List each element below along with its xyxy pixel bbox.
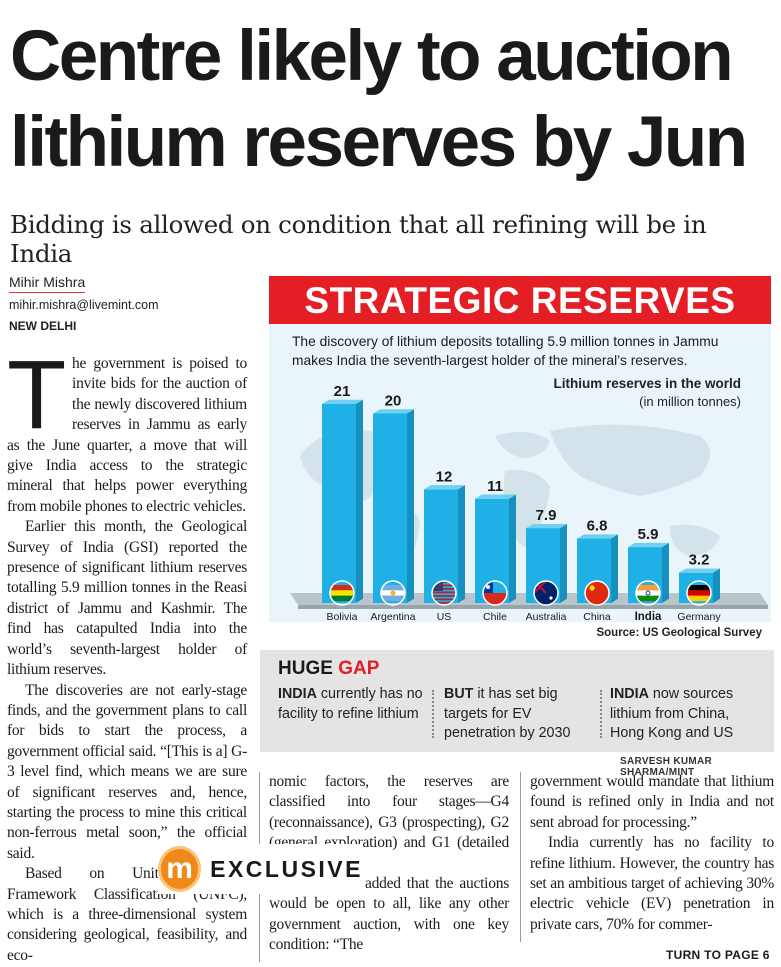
australia-flag-icon	[533, 580, 559, 606]
value-label-india: 5.9	[638, 526, 659, 543]
chile-flag-icon	[482, 580, 508, 606]
category-label-india: India	[635, 611, 662, 623]
value-label-germany: 3.2	[689, 552, 710, 569]
us-flag-icon	[431, 580, 457, 606]
gap-point-1: INDIA currently has no facility to refin…	[278, 686, 423, 722]
value-label-australia: 7.9	[536, 507, 557, 524]
bar-china-side	[611, 534, 618, 603]
huge-gap-title: HUGE GAP	[278, 658, 380, 679]
infographic-banner: STRATEGIC RESERVES	[269, 276, 771, 324]
infographic: STRATEGIC RESERVES The discovery of lith…	[260, 276, 774, 778]
headline: Centre likely to auction lithium reserve…	[10, 14, 775, 186]
article-paragraph: India currently has no facility to refin…	[530, 834, 774, 933]
india-flag-icon	[635, 580, 661, 606]
exclusive-badge: m EXCLUSIVE	[158, 844, 363, 894]
category-label-bolivia: Bolivia	[327, 611, 358, 623]
bar-bolivia	[322, 399, 363, 603]
bar-chile	[475, 494, 516, 603]
bar-argentina-top	[373, 409, 414, 414]
category-label-australia: Australia	[526, 611, 567, 623]
bar-china-top	[577, 534, 618, 539]
bar-india-top	[628, 542, 669, 548]
germany-flag-icon	[686, 580, 712, 606]
bar-us-side	[458, 485, 465, 603]
article-paragraph: The official added that the auctions wou…	[269, 875, 509, 954]
gap-divider	[432, 690, 434, 738]
infographic-intro: The discovery of lithium deposits totall…	[292, 334, 719, 368]
article-paragraph: The discoveries are not early-stage find…	[7, 681, 247, 862]
bar-argentina	[373, 409, 414, 603]
value-label-china: 6.8	[587, 518, 608, 535]
author-name: Mihir Mishra	[9, 274, 86, 293]
graphic-credit: SARVESH KUMAR SHARMA/MINT	[620, 756, 713, 778]
bar-bolivia-side	[356, 399, 363, 603]
bar-argentina-front	[373, 413, 407, 603]
chart-base-edge	[298, 605, 768, 609]
argentina-flag-icon	[380, 580, 406, 606]
article-paragraph: Based on United Nations Framework Classi…	[7, 865, 247, 964]
article-column-3: government would mandate that lithium fo…	[530, 772, 774, 935]
bar-bolivia-top	[322, 399, 363, 404]
chart-source: Source: US Geological Survey	[596, 627, 762, 639]
bar-india-side	[662, 542, 669, 603]
bar-bolivia-front	[322, 404, 356, 603]
category-label-argentina: Argentina	[371, 611, 416, 623]
bar-chile-top	[475, 494, 516, 499]
gap-divider	[600, 690, 602, 738]
subheadline: Bidding is allowed on condition that all…	[10, 210, 707, 268]
column-divider	[520, 772, 521, 942]
headline-line-2: lithium reserves by Jun	[10, 103, 748, 182]
bar-us-top	[424, 485, 465, 490]
bar-australia-top	[526, 523, 567, 529]
china-flag-icon	[584, 580, 610, 606]
lithium-bar-chart: 21 Bolivia 20 Argentina 12 US 11 Chile 7.9 Austra…	[290, 383, 768, 623]
mint-logo-icon: m	[158, 846, 202, 892]
value-label-us: 12	[436, 468, 453, 485]
category-label-china: China	[583, 611, 611, 623]
bar-australia-side	[560, 523, 567, 603]
value-label-argentina: 20	[385, 392, 402, 409]
chart-unit: (in million tonnes)	[639, 394, 741, 409]
dateline: NEW DELHI	[9, 319, 77, 333]
exclusive-label: EXCLUSIVE	[210, 855, 363, 882]
category-label-chile: Chile	[483, 611, 507, 623]
article-paragraph: government would mandate that lithium fo…	[530, 773, 774, 831]
category-label-germany: Germany	[677, 611, 721, 623]
chart-title: Lithium reserves in the world	[553, 376, 741, 391]
byline: Mihir Mishra mihir.mishra@livemint.com N…	[9, 274, 159, 333]
value-label-bolivia: 21	[334, 383, 351, 400]
gap-point-3: INDIA now sources lithium from China, Ho…	[610, 686, 734, 742]
turn-to-page[interactable]: TURN TO PAGE 6	[666, 948, 770, 962]
value-label-chile: 11	[487, 478, 503, 495]
huge-gap-panel	[260, 650, 774, 752]
bolivia-flag-icon	[329, 580, 355, 606]
bar-chile-side	[509, 494, 516, 603]
bar-germany-top	[679, 568, 720, 573]
category-label-us: US	[437, 611, 452, 623]
article-paragraph: Earlier this month, the Geological Surve…	[7, 518, 247, 679]
drop-cap: T	[7, 340, 67, 449]
headline-line-1: Centre likely to auction	[10, 17, 734, 96]
bar-argentina-side	[407, 409, 414, 603]
author-email[interactable]: mihir.mishra@livemint.com	[9, 298, 159, 312]
gap-point-2: BUT it has set big targets for EV penetr…	[444, 686, 571, 742]
bar-germany-side	[713, 568, 720, 603]
